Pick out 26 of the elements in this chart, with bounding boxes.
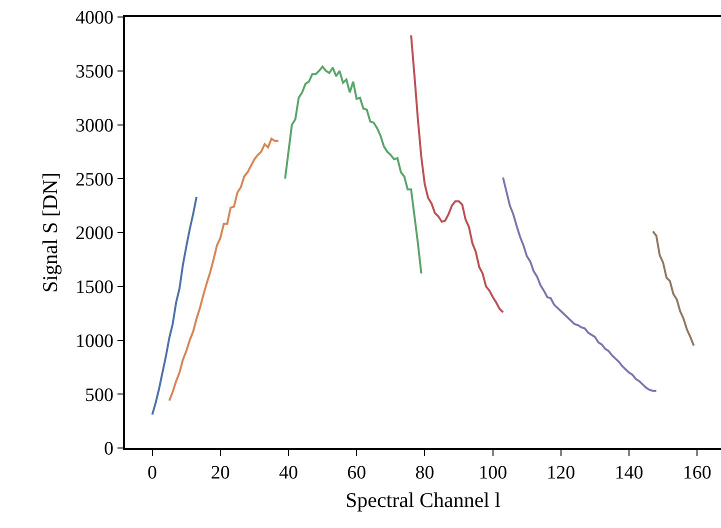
x-tick-label: 20 <box>210 462 230 484</box>
x-tick-label: 0 <box>148 462 157 484</box>
x-tick-label: 80 <box>415 462 434 484</box>
x-tick-label: 140 <box>614 462 644 484</box>
x-axis-title: Spectral Channel l <box>345 488 501 512</box>
y-tick-label: 2500 <box>75 169 114 190</box>
x-tick-label: 40 <box>278 462 298 484</box>
line-series <box>410 34 504 314</box>
y-tick-label: 0 <box>104 438 114 460</box>
line-series <box>168 138 280 402</box>
y-tick-label: 500 <box>84 384 114 406</box>
line-series <box>502 176 658 392</box>
x-tick-label: 100 <box>478 462 508 484</box>
y-tick-label: 1000 <box>75 330 114 352</box>
x-tick-label: 120 <box>546 462 576 484</box>
y-axis-title: Signal S [DN] <box>38 172 62 293</box>
x-tick-label: 60 <box>347 462 366 484</box>
y-tick-label: 1500 <box>75 277 114 298</box>
line-series <box>652 230 695 347</box>
line-series <box>284 66 422 274</box>
line-series <box>151 196 198 416</box>
y-tick-label: 2000 <box>75 223 114 244</box>
y-tick-label: 4000 <box>75 8 114 29</box>
x-tick-label: 160 <box>682 462 712 484</box>
y-tick-label: 3500 <box>75 62 114 83</box>
y-tick-label: 3000 <box>75 115 114 136</box>
